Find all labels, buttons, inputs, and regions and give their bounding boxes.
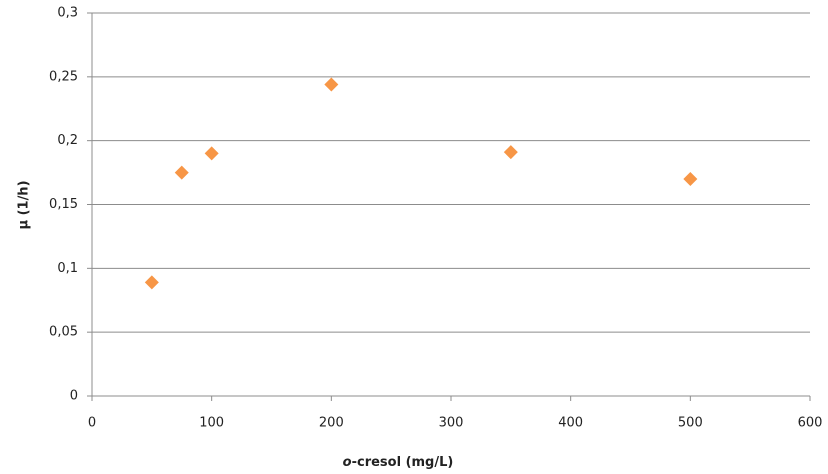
- y-tick-label: 0,1: [57, 261, 78, 276]
- data-point: [174, 165, 189, 180]
- data-point: [204, 146, 219, 161]
- y-tick-label: 0,05: [49, 325, 78, 340]
- x-tick-label: 400: [558, 416, 583, 431]
- data-point: [683, 171, 698, 186]
- y-tick-label: 0,25: [49, 69, 78, 84]
- x-tick-label: 600: [798, 416, 823, 431]
- y-tick-label: 0,15: [49, 197, 78, 212]
- data-point: [144, 275, 159, 290]
- y-tick-label: 0,2: [57, 133, 78, 148]
- x-tick-label: 200: [319, 416, 344, 431]
- x-tick-label: 300: [439, 416, 464, 431]
- x-tick-label: 0: [88, 416, 96, 431]
- x-tick-label: 500: [678, 416, 703, 431]
- x-tick-label: 100: [199, 416, 224, 431]
- y-tick-label: 0: [70, 389, 78, 404]
- data-point: [324, 77, 339, 92]
- y-axis-title: µ (1/h): [17, 180, 32, 229]
- y-tick-label: 0,3: [57, 6, 78, 21]
- data-point: [503, 145, 518, 160]
- x-axis-title: o-cresol (mg/L): [343, 455, 454, 470]
